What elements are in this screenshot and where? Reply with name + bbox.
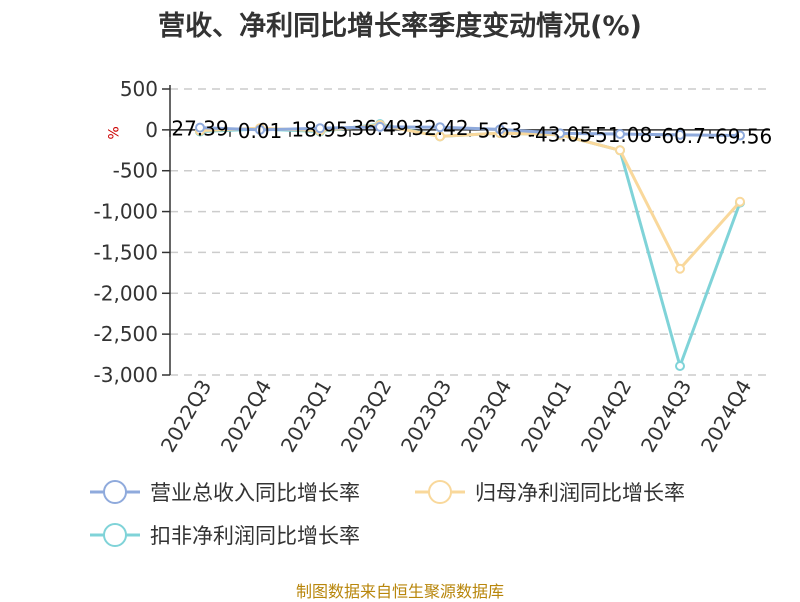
data-label-5: 5.63 <box>478 118 523 142</box>
y-tick-label-0: 500 <box>120 77 158 101</box>
legend-label-1: 归母净利润同比增长率 <box>475 481 685 505</box>
data-label-2: 18.95 <box>291 117 348 141</box>
y-unit-label: % <box>104 126 120 139</box>
y-tick-label-1: 0 <box>145 118 158 142</box>
series-0-point-4 <box>435 122 445 133</box>
series-0-point-2 <box>315 123 325 134</box>
series-0-point-0 <box>195 122 205 133</box>
data-label-9: -69.56 <box>708 125 772 149</box>
data-label-6: -43.05 <box>528 122 592 146</box>
x-tick-label-9: 2024Q4 <box>696 376 756 457</box>
x-tick-label-0: 2022Q3 <box>156 376 216 457</box>
legend-marker-1 <box>428 480 452 504</box>
legend-label-2: 扣非净利润同比增长率 <box>150 524 360 548</box>
series-0-point-9 <box>735 130 745 141</box>
x-tick-label-7: 2024Q2 <box>576 376 636 457</box>
chart-title: 营收、净利同比增长率季度变动情况(%) <box>158 11 642 42</box>
series-0-point-7 <box>615 129 625 140</box>
series-0-point-3 <box>375 121 385 132</box>
series-1-point-8 <box>675 263 685 274</box>
y-tick-label-7: -3,000 <box>94 363 158 387</box>
series-0-point-6 <box>555 128 565 139</box>
data-label-0: 27.39 <box>171 117 228 141</box>
y-tick-label-2: -500 <box>113 159 158 183</box>
series-0-point-1 <box>255 124 265 135</box>
x-tick-label-3: 2023Q2 <box>336 376 396 457</box>
y-tick-label-5: -2,000 <box>94 281 158 305</box>
series-0-point-8 <box>675 129 685 140</box>
y-tick-label-4: -1,500 <box>94 240 158 264</box>
series-0-point-5 <box>495 124 505 135</box>
x-tick-label-6: 2024Q1 <box>516 376 576 457</box>
data-label-1: 0.01 <box>238 119 283 143</box>
legend-marker-2 <box>103 523 127 547</box>
data-label-7: -51.08 <box>588 123 652 147</box>
legend-marker-0 <box>103 480 127 504</box>
series-line-2 <box>199 122 742 368</box>
y-tick-label-6: -2,500 <box>94 322 158 346</box>
source-note: 制图数据来自恒生聚源数据库 <box>295 582 504 601</box>
y-tick-label-3: -1,000 <box>94 200 158 224</box>
x-tick-label-1: 2022Q4 <box>216 376 276 457</box>
data-label-4: 32.42 <box>411 116 468 140</box>
x-tick-label-4: 2023Q3 <box>396 376 456 457</box>
series-line-0 <box>199 125 741 138</box>
x-tick-label-5: 2023Q4 <box>456 376 516 457</box>
data-label-8: -60.7 <box>654 124 706 148</box>
series-1-point-9 <box>735 196 745 207</box>
series-2-point-8 <box>675 361 685 372</box>
x-tick-label-8: 2024Q3 <box>636 376 696 457</box>
data-label-3: 36.49 <box>351 116 408 140</box>
series-1-point-7 <box>615 145 625 156</box>
legend-label-0: 营业总收入同比增长率 <box>150 481 360 505</box>
series-1-point-4 <box>435 131 445 142</box>
x-tick-label-2: 2023Q1 <box>276 376 336 457</box>
